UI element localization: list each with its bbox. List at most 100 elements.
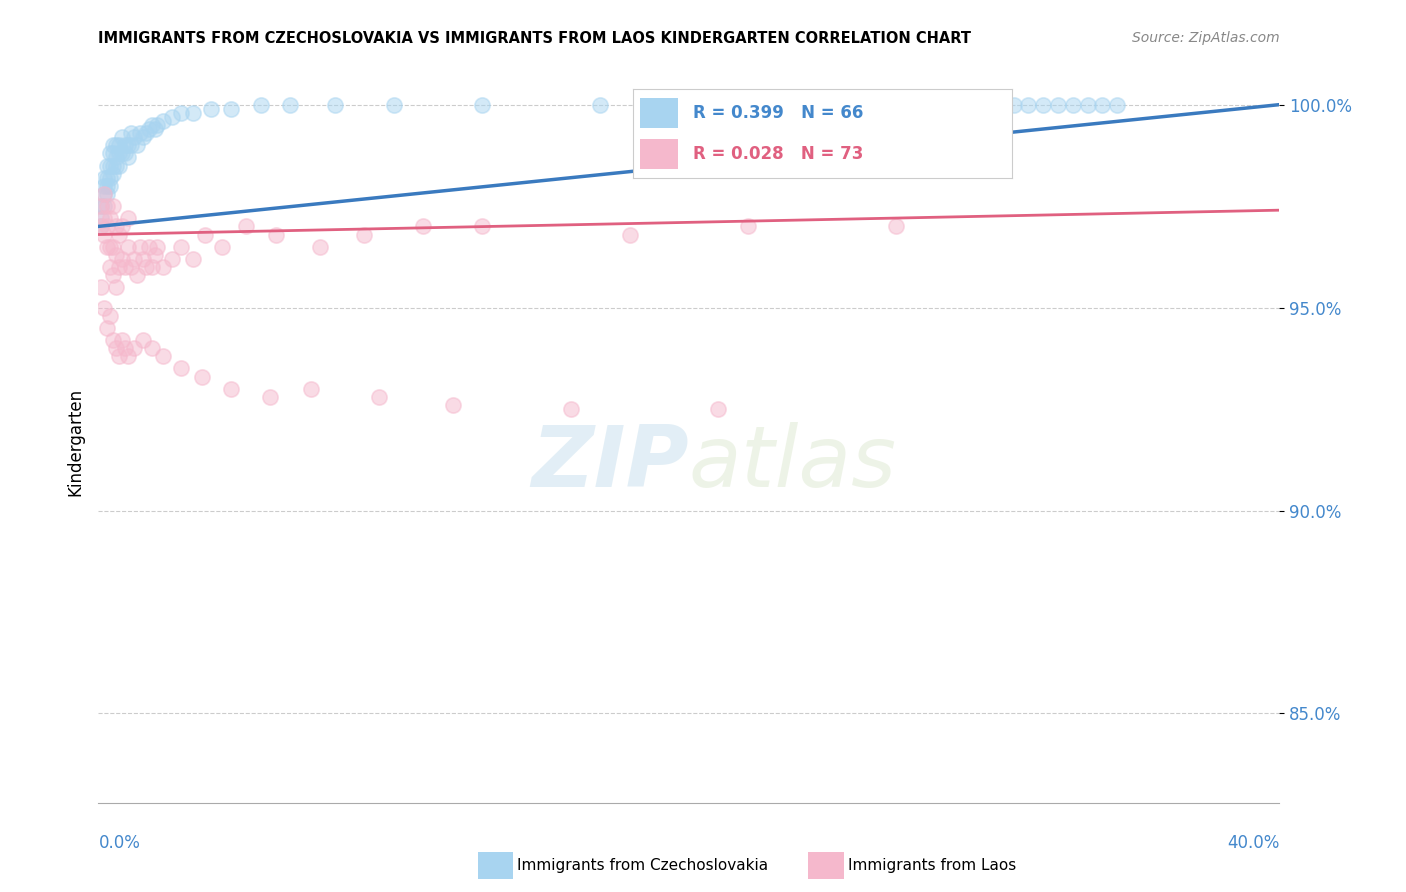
Point bbox=[120, 126, 142, 140]
Point bbox=[235, 219, 257, 234]
Point bbox=[90, 199, 112, 213]
Point bbox=[707, 402, 730, 417]
Point bbox=[737, 97, 759, 112]
Point bbox=[96, 170, 118, 185]
Point bbox=[132, 130, 155, 145]
Point bbox=[93, 186, 115, 201]
Point bbox=[988, 97, 1011, 112]
Point bbox=[98, 146, 121, 161]
Text: atlas: atlas bbox=[689, 422, 897, 505]
Point bbox=[143, 248, 166, 262]
Point bbox=[353, 227, 375, 242]
Point bbox=[98, 240, 121, 254]
Point bbox=[152, 260, 174, 274]
Point bbox=[471, 219, 494, 234]
Point bbox=[132, 252, 155, 266]
Point bbox=[93, 199, 115, 213]
Point bbox=[299, 382, 322, 396]
Point bbox=[105, 280, 128, 294]
Text: 0.0%: 0.0% bbox=[98, 834, 141, 852]
Point bbox=[221, 102, 243, 116]
Point bbox=[162, 252, 183, 266]
Point bbox=[120, 138, 142, 153]
Point bbox=[135, 126, 157, 140]
Point bbox=[143, 122, 166, 136]
Point bbox=[108, 227, 131, 242]
Point bbox=[412, 219, 434, 234]
Point bbox=[132, 333, 155, 347]
Point bbox=[141, 118, 163, 132]
Point bbox=[589, 97, 612, 112]
Point bbox=[90, 280, 112, 294]
Point bbox=[1018, 97, 1040, 112]
Point bbox=[194, 227, 217, 242]
Point bbox=[141, 341, 163, 355]
Point bbox=[1077, 97, 1099, 112]
Point bbox=[200, 102, 222, 116]
Point bbox=[114, 146, 136, 161]
Point bbox=[105, 219, 128, 234]
Point bbox=[108, 146, 131, 161]
Point bbox=[93, 178, 115, 193]
Point bbox=[105, 341, 128, 355]
Point bbox=[103, 268, 125, 282]
Point bbox=[170, 105, 193, 120]
Point bbox=[152, 114, 174, 128]
Point bbox=[264, 227, 287, 242]
Point bbox=[108, 260, 131, 274]
Point bbox=[1091, 97, 1114, 112]
Point bbox=[111, 130, 134, 145]
Point bbox=[96, 219, 118, 234]
Point bbox=[111, 252, 134, 266]
Point bbox=[162, 110, 183, 124]
Point bbox=[122, 130, 145, 145]
Point bbox=[221, 382, 243, 396]
Point bbox=[103, 146, 125, 161]
Point bbox=[368, 390, 391, 404]
Point bbox=[122, 252, 145, 266]
Text: Immigrants from Czechoslovakia: Immigrants from Czechoslovakia bbox=[517, 858, 769, 872]
Point bbox=[96, 240, 118, 254]
Point bbox=[211, 240, 233, 254]
Point bbox=[93, 227, 115, 242]
Point bbox=[382, 97, 405, 112]
Text: R = 0.028   N = 73: R = 0.028 N = 73 bbox=[693, 145, 863, 163]
Point bbox=[93, 211, 115, 226]
Point bbox=[441, 398, 464, 412]
Point bbox=[98, 211, 121, 226]
Point bbox=[125, 138, 148, 153]
Point bbox=[250, 97, 273, 112]
Point bbox=[108, 349, 131, 363]
Point bbox=[96, 321, 118, 335]
Y-axis label: Kindergarten: Kindergarten bbox=[66, 387, 84, 496]
Point bbox=[471, 97, 494, 112]
Bar bbox=[640, 98, 678, 128]
Bar bbox=[640, 139, 678, 169]
Text: R = 0.399   N = 66: R = 0.399 N = 66 bbox=[693, 104, 863, 122]
Point bbox=[120, 260, 142, 274]
Point bbox=[914, 97, 936, 112]
Point bbox=[128, 126, 150, 140]
Point bbox=[103, 159, 125, 173]
Point bbox=[96, 199, 118, 213]
Point bbox=[103, 138, 125, 153]
Point bbox=[117, 240, 139, 254]
Point bbox=[1062, 97, 1084, 112]
Point bbox=[98, 159, 121, 173]
Point bbox=[152, 349, 174, 363]
Point bbox=[170, 361, 193, 376]
Point bbox=[111, 146, 134, 161]
Point bbox=[122, 341, 145, 355]
Point bbox=[93, 301, 115, 315]
Text: 40.0%: 40.0% bbox=[1227, 834, 1279, 852]
Point bbox=[146, 118, 169, 132]
Text: ZIP: ZIP bbox=[531, 422, 689, 505]
Point bbox=[128, 240, 150, 254]
Point bbox=[117, 138, 139, 153]
Point bbox=[103, 240, 125, 254]
Point bbox=[98, 178, 121, 193]
Point bbox=[125, 268, 148, 282]
Point bbox=[103, 333, 125, 347]
Point bbox=[93, 170, 115, 185]
Point bbox=[323, 97, 346, 112]
